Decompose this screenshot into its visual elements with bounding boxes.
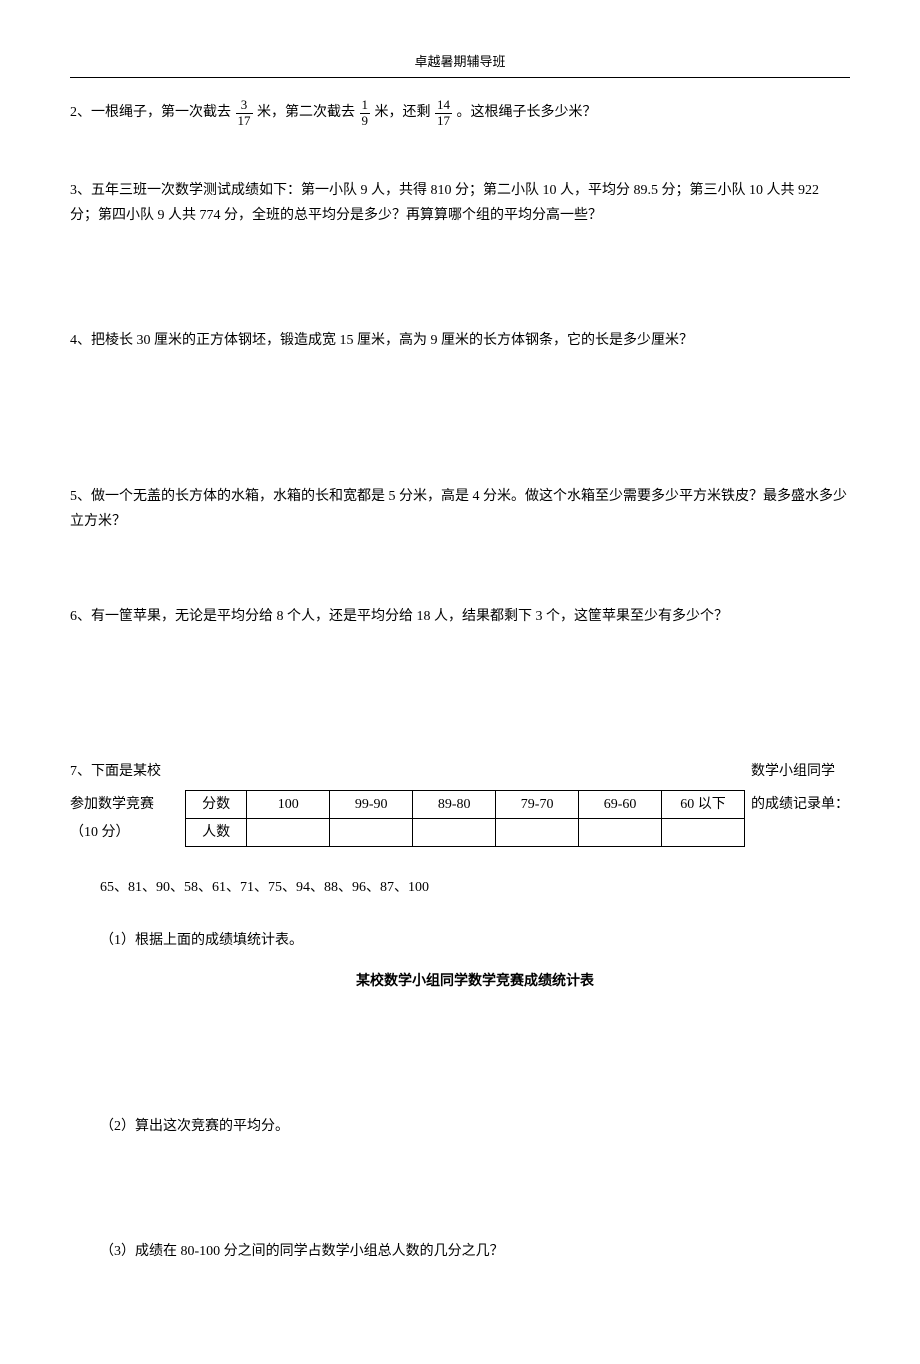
q7-scores: 65、81、90、58、61、71、75、94、88、96、87、100 bbox=[70, 875, 850, 900]
q7-right-1: 数学小组同学 bbox=[745, 759, 850, 784]
q7-line-2: 参加数学竞赛 （10 分） 分数 100 99-90 89-80 79-70 6… bbox=[70, 790, 850, 847]
q7-left-1: 7、下面是某校 bbox=[70, 759, 185, 784]
q4-text: 4、把棱长 30 厘米的正方体钢坯，锻造成宽 15 厘米，高为 9 厘米的长方体… bbox=[70, 333, 693, 348]
q7-right-col: 的成绩记录单： bbox=[745, 791, 850, 847]
table-cell: 79-70 bbox=[496, 791, 579, 819]
q6-text: 6、有一筐苹果，无论是平均分给 8 个人，还是平均分给 18 人，结果都剩下 3… bbox=[70, 609, 728, 624]
fraction-1-9: 1 9 bbox=[360, 98, 371, 128]
table-cell bbox=[579, 819, 662, 847]
question-7: 7、下面是某校 数学小组同学 参加数学竞赛 （10 分） 分数 100 99-9… bbox=[70, 759, 850, 1264]
question-6: 6、有一筐苹果，无论是平均分给 8 个人，还是平均分给 18 人，结果都剩下 3… bbox=[70, 604, 850, 629]
table-cell bbox=[247, 819, 330, 847]
q7-line-1: 7、下面是某校 数学小组同学 bbox=[70, 759, 850, 784]
q3-text: 3、五年三班一次数学测试成绩如下：第一小队 9 人，共得 810 分；第二小队 … bbox=[70, 183, 819, 223]
q7-text-and-table: 7、下面是某校 数学小组同学 参加数学竞赛 （10 分） 分数 100 99-9… bbox=[70, 759, 850, 847]
page-header: 卓越暑期辅导班 bbox=[70, 50, 850, 73]
denominator: 9 bbox=[360, 114, 371, 128]
fraction-14-17: 14 17 bbox=[435, 98, 452, 128]
q5-text: 5、做一个无盖的长方体的水箱，水箱的长和宽都是 5 分米，高是 4 分米。做这个… bbox=[70, 489, 847, 529]
table-cell bbox=[496, 819, 579, 847]
question-3: 3、五年三班一次数学测试成绩如下：第一小队 9 人，共得 810 分；第二小队 … bbox=[70, 178, 850, 228]
q2-text-1: 2、一根绳子，第一次截去 bbox=[70, 105, 231, 120]
q2-text-2: 米，第二次截去 bbox=[257, 105, 355, 120]
table-cell bbox=[662, 819, 745, 847]
numerator: 14 bbox=[435, 98, 452, 113]
q7-right-2: 的成绩记录单： bbox=[745, 791, 850, 819]
table-cell: 99-90 bbox=[330, 791, 413, 819]
question-5: 5、做一个无盖的长方体的水箱，水箱的长和宽都是 5 分米，高是 4 分米。做这个… bbox=[70, 484, 850, 534]
table-cell: 89-80 bbox=[413, 791, 496, 819]
denominator: 17 bbox=[435, 114, 452, 128]
numerator: 1 bbox=[360, 98, 371, 113]
numerator: 3 bbox=[236, 98, 253, 113]
q7-left-3: （10 分） bbox=[70, 819, 185, 847]
q7-left-2: 参加数学竞赛 bbox=[70, 791, 185, 819]
q7-table-title: 某校数学小组同学数学竞赛成绩统计表 bbox=[100, 969, 850, 994]
question-2: 2、一根绳子，第一次截去 3 17 米，第二次截去 1 9 米，还剩 14 17… bbox=[70, 98, 850, 128]
header-divider bbox=[70, 77, 850, 78]
table-cell: 69-60 bbox=[579, 791, 662, 819]
q2-text-3: 米，还剩 bbox=[375, 105, 431, 120]
table-header-label: 分数 bbox=[186, 791, 247, 819]
q7-subitems: （1）根据上面的成绩填统计表。 某校数学小组同学数学竞赛成绩统计表 （2）算出这… bbox=[70, 928, 850, 1264]
header-title: 卓越暑期辅导班 bbox=[414, 54, 505, 69]
table-row-label: 人数 bbox=[186, 819, 247, 847]
denominator: 17 bbox=[236, 114, 253, 128]
score-table: 分数 100 99-90 89-80 79-70 69-60 60 以下 人数 bbox=[185, 790, 745, 847]
fraction-3-17: 3 17 bbox=[236, 98, 253, 128]
q7-sub3: （3）成绩在 80-100 分之间的同学占数学小组总人数的几分之几？ bbox=[100, 1239, 850, 1264]
q7-sub1: （1）根据上面的成绩填统计表。 bbox=[100, 928, 850, 953]
table-cell bbox=[413, 819, 496, 847]
question-4: 4、把棱长 30 厘米的正方体钢坯，锻造成宽 15 厘米，高为 9 厘米的长方体… bbox=[70, 328, 850, 353]
q7-sub2: （2）算出这次竞赛的平均分。 bbox=[100, 1114, 850, 1139]
table-row: 分数 100 99-90 89-80 79-70 69-60 60 以下 bbox=[186, 791, 745, 819]
table-cell bbox=[330, 819, 413, 847]
table-cell: 60 以下 bbox=[662, 791, 745, 819]
q7-right-empty bbox=[745, 819, 850, 847]
table-row: 人数 bbox=[186, 819, 745, 847]
table-cell: 100 bbox=[247, 791, 330, 819]
q2-text-4: 。这根绳子长多少米？ bbox=[457, 105, 597, 120]
q7-left-col: 参加数学竞赛 （10 分） bbox=[70, 791, 185, 847]
